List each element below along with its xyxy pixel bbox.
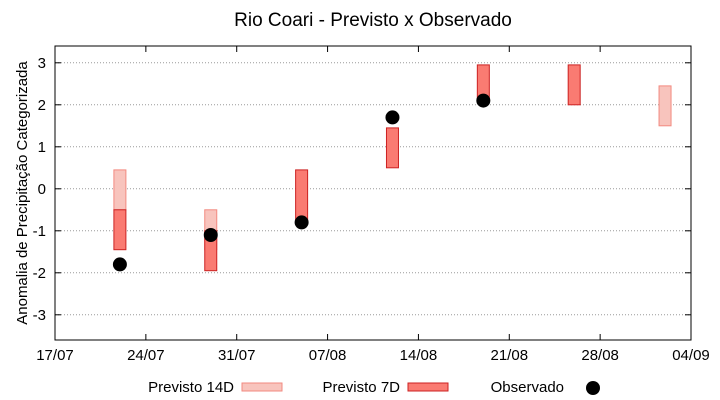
x-tick-label: 31/07 xyxy=(218,347,256,364)
point-observado xyxy=(476,93,491,108)
x-tick-label: 17/07 xyxy=(36,347,74,364)
range-bar-previsto-7d xyxy=(113,209,127,251)
range-bar-previsto-7d xyxy=(295,169,309,223)
x-tick-label: 24/07 xyxy=(127,347,165,364)
x-tick-label: 21/08 xyxy=(491,347,529,364)
y-tick-label: -2 xyxy=(33,265,46,282)
y-tick-label: 0 xyxy=(38,181,46,198)
legend-swatch-observado xyxy=(586,381,600,395)
x-tick-label: 14/08 xyxy=(400,347,438,364)
chart-title: Rio Coari - Previsto x Observado xyxy=(234,10,512,31)
point-observado xyxy=(385,110,400,125)
legend-label-observado: Observado xyxy=(491,379,564,396)
y-tick-label: -1 xyxy=(33,223,46,240)
series-layer xyxy=(112,64,672,272)
x-tick-label: 28/08 xyxy=(581,347,619,364)
range-bar-previsto-7d xyxy=(385,127,399,169)
legend-swatch-previsto-14d xyxy=(241,382,283,392)
y-tick-label: 2 xyxy=(38,97,46,114)
range-bar-previsto-14d xyxy=(113,169,127,211)
legend-swatch-previsto-7d xyxy=(407,382,449,392)
x-tick-label: 07/08 xyxy=(309,347,347,364)
point-observado xyxy=(203,228,218,242)
y-tick-label: 3 xyxy=(38,55,46,72)
range-bar-previsto-14d xyxy=(658,85,672,127)
range-bar-previsto-7d xyxy=(567,64,581,106)
point-observado xyxy=(112,257,127,272)
legend-label-previsto-7d: Previsto 7D xyxy=(322,379,400,396)
y-axis-label: Anomalia de Precipitação Categorizada xyxy=(14,61,31,325)
legend-label-previsto-14d: Previsto 14D xyxy=(148,379,234,396)
y-tick-label: 1 xyxy=(38,139,46,156)
plot-frame xyxy=(54,45,692,341)
point-observado xyxy=(294,215,309,230)
x-tick-label: 04/09 xyxy=(672,347,710,364)
grid-layer xyxy=(55,62,691,316)
tick-layer: -3 -2 -1 0 1 2 3 17/07 24/07 31/07 07/08 14/08 21/08… xyxy=(33,46,710,364)
y-tick-label: -3 xyxy=(33,307,46,324)
legend: Previsto 14D Previsto 7D Observado xyxy=(148,379,600,396)
